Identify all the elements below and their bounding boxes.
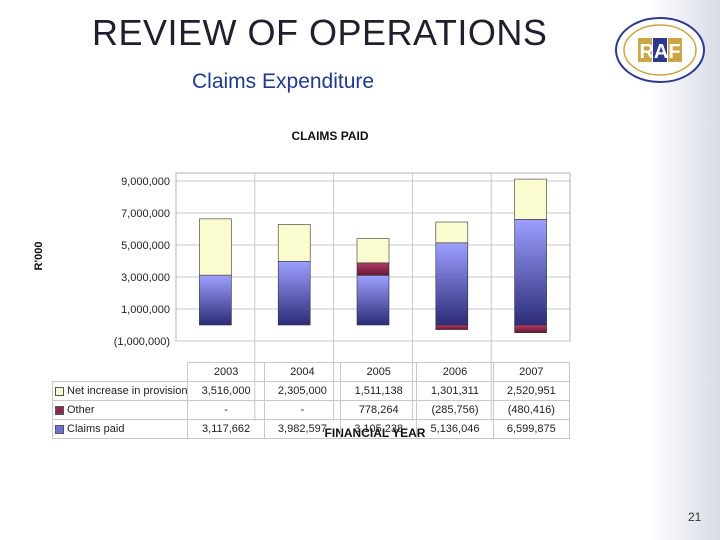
data-label: - <box>187 400 265 420</box>
x-tick-label: 2006 <box>416 362 494 382</box>
bar-net-provision-2004 <box>277 224 311 262</box>
legend-label: Claims paid <box>67 423 125 435</box>
data-label: 5,136,046 <box>416 419 494 439</box>
slide-subtitle: Claims Expenditure <box>192 70 375 93</box>
data-label: (480,416) <box>492 400 571 420</box>
data-label: - <box>263 400 342 420</box>
page-number: 21 <box>688 510 702 524</box>
data-label: 3,117,662 <box>187 419 265 439</box>
bar-net-provision-2006 <box>435 221 469 244</box>
bar-claims-paid-2006 <box>435 242 469 326</box>
table-header-row: 2003 2004 2005 2006 2007 <box>53 362 571 382</box>
legend-entry: Other <box>51 400 189 420</box>
chart-data-table: 2003 2004 2005 2006 2007 Net increase in prov… <box>51 362 571 439</box>
y-axis-label: R'000 <box>33 242 45 271</box>
data-label: 3,516,000 <box>187 381 265 401</box>
bar-claims-paid-2005 <box>356 275 390 326</box>
data-label: 3,982,597 <box>263 419 342 439</box>
legend-label: Other <box>67 404 95 416</box>
legend-entry: Net increase in provision <box>51 381 189 401</box>
bar-other-2007 <box>514 324 547 333</box>
legend-swatch <box>55 424 64 434</box>
legend-swatch <box>55 386 64 396</box>
x-tick-label: 2004 <box>263 362 342 382</box>
legend-label: Net increase in provision <box>67 385 188 397</box>
bar-net-provision-2007 <box>514 178 547 220</box>
x-tick-label: 2005 <box>340 362 418 382</box>
y-tick-label: 9,000,000 <box>121 176 170 188</box>
data-label: 2,305,000 <box>263 381 342 401</box>
raf-logo: RAF <box>615 17 705 83</box>
x-tick-label: 2003 <box>187 362 265 382</box>
data-label: (285,756) <box>416 400 494 420</box>
decorative-side-band <box>648 0 720 540</box>
x-tick-label: 2007 <box>492 362 571 382</box>
bar-claims-paid-2004 <box>277 260 311 326</box>
logo-text: RAF <box>639 41 680 63</box>
data-label: 778,264 <box>340 400 418 420</box>
table-row: Other - -778,264 (285,756) (480,416) <box>51 400 571 420</box>
data-label: 2,520,951 <box>492 381 571 401</box>
bar-net-provision-2003 <box>199 218 232 276</box>
legend-entry: Claims paid <box>51 419 189 439</box>
y-tick-label: 3,000,000 <box>121 272 170 284</box>
chart-title: CLAIMS PAID <box>291 129 368 143</box>
y-tick-label: (1,000,000) <box>114 336 170 348</box>
bar-other-2005 <box>356 262 390 276</box>
table-row: Claims paid 3,117,662 3,982,597 3,105,238 5,… <box>51 419 571 439</box>
bar-claims-paid-2007 <box>514 219 547 326</box>
legend-swatch <box>55 405 64 415</box>
data-label: 1,511,138 <box>340 381 418 401</box>
y-tick-label: 5,000,000 <box>121 240 170 252</box>
table-row: Net increase in provision 3,516,000 2,305,… <box>51 381 571 401</box>
data-label: 6,599,875 <box>492 419 571 439</box>
data-label: 3,105,238 <box>340 419 418 439</box>
data-label: 1,301,311 <box>416 381 494 401</box>
y-tick-label: 7,000,000 <box>121 208 170 220</box>
bar-net-provision-2005 <box>356 238 390 264</box>
bar-claims-paid-2003 <box>199 274 232 326</box>
slide-title: REVIEW OF OPERATIONS <box>92 12 548 53</box>
y-tick-label: 1,000,000 <box>121 304 170 316</box>
bar-other-2006 <box>435 324 469 330</box>
